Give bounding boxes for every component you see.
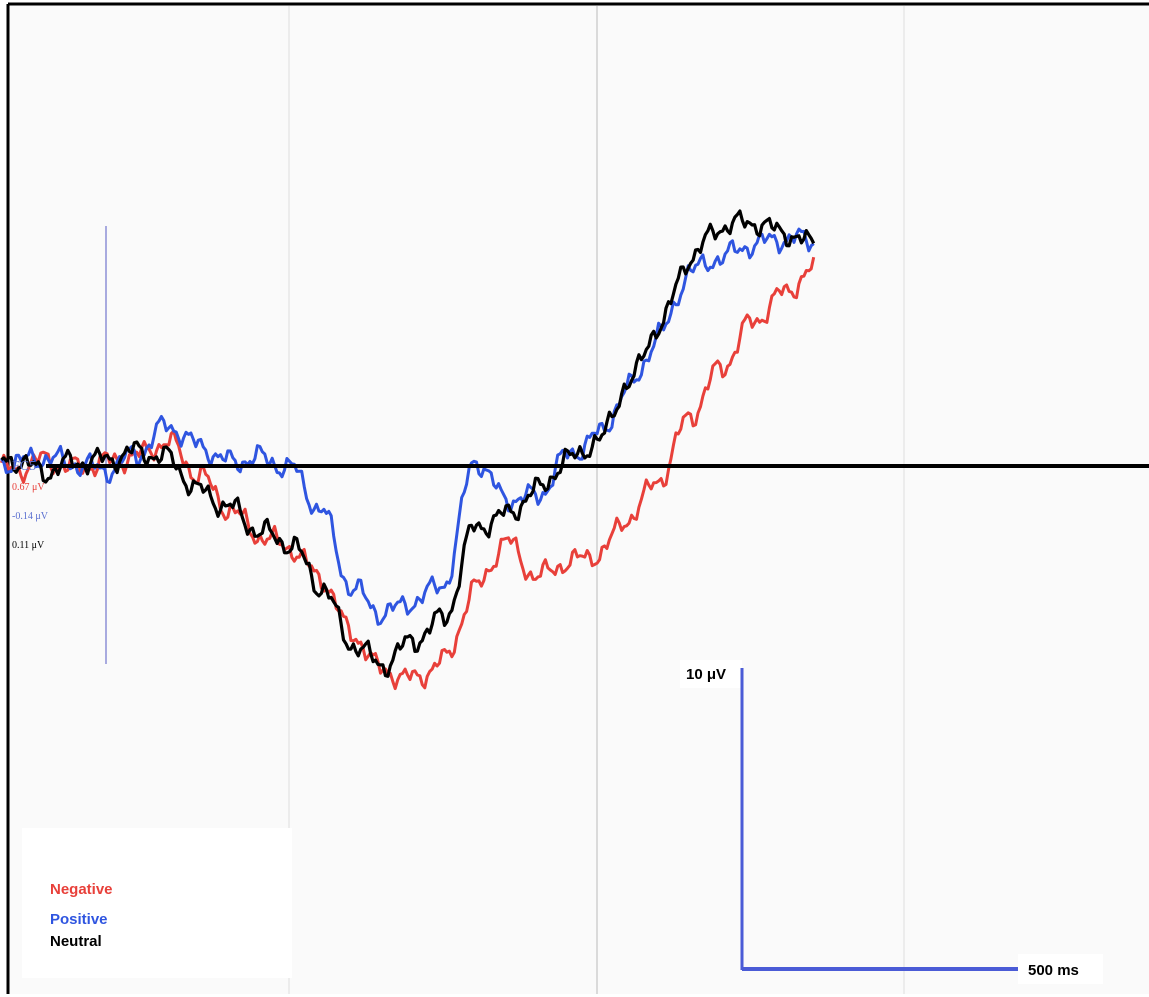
legend-entry-neutral: Neutral [50, 933, 102, 950]
series-line-positive [0, 227, 815, 626]
series-line-negative [0, 256, 816, 691]
waveform-series [0, 209, 816, 691]
channel-value-neutral: 0.11 μV [12, 540, 45, 551]
legend-entry-positive: Positive [50, 911, 108, 928]
scale-amplitude-label-bg [680, 660, 742, 688]
legend-entry-negative: Negative [50, 881, 113, 898]
channel-value-positive: -0.14 μV [12, 511, 49, 522]
series-line-neutral [0, 209, 816, 678]
scale-time-label-bg [1018, 954, 1103, 984]
channel-value-negative: 0.67 μV [12, 482, 45, 493]
scale-amplitude-label: 10 μV [686, 666, 726, 683]
channel-label: FC5 [12, 459, 36, 474]
scale-time-label: 500 ms [1028, 962, 1079, 979]
legend-box [22, 828, 292, 978]
